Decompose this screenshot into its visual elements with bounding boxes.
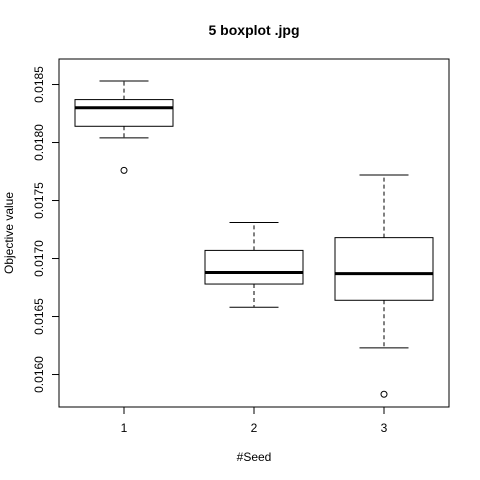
boxes-group: [74, 80, 434, 398]
box-seed-3: [334, 174, 434, 398]
y-axis: 0.0160 0.0165 0.0170 0.0175 0.0180 0.0185: [32, 66, 60, 393]
y-axis-label: Objective value: [2, 192, 16, 274]
y-tick-label: 0.0175: [32, 182, 46, 219]
x-tick-label: 3: [381, 421, 388, 435]
box-seed-1: [74, 80, 174, 174]
x-tick-label: 2: [251, 421, 258, 435]
box-seed-2: [204, 222, 304, 308]
y-tick-label: 0.0160: [32, 356, 46, 393]
y-tick-label: 0.0165: [32, 298, 46, 335]
y-tick-label: 0.0185: [32, 66, 46, 103]
box-iqr: [334, 237, 434, 301]
x-axis-label: #Seed: [237, 450, 272, 464]
outlier-point: [120, 166, 128, 174]
chart-title: 5 boxplot .jpg: [209, 22, 300, 38]
outlier-point: [380, 390, 388, 398]
y-tick-label: 0.0170: [32, 240, 46, 277]
box-iqr: [74, 99, 174, 127]
box-iqr: [204, 249, 304, 285]
y-tick-label: 0.0180: [32, 124, 46, 161]
x-tick-label: 1: [121, 421, 128, 435]
x-axis: 1 2 3: [121, 406, 388, 435]
